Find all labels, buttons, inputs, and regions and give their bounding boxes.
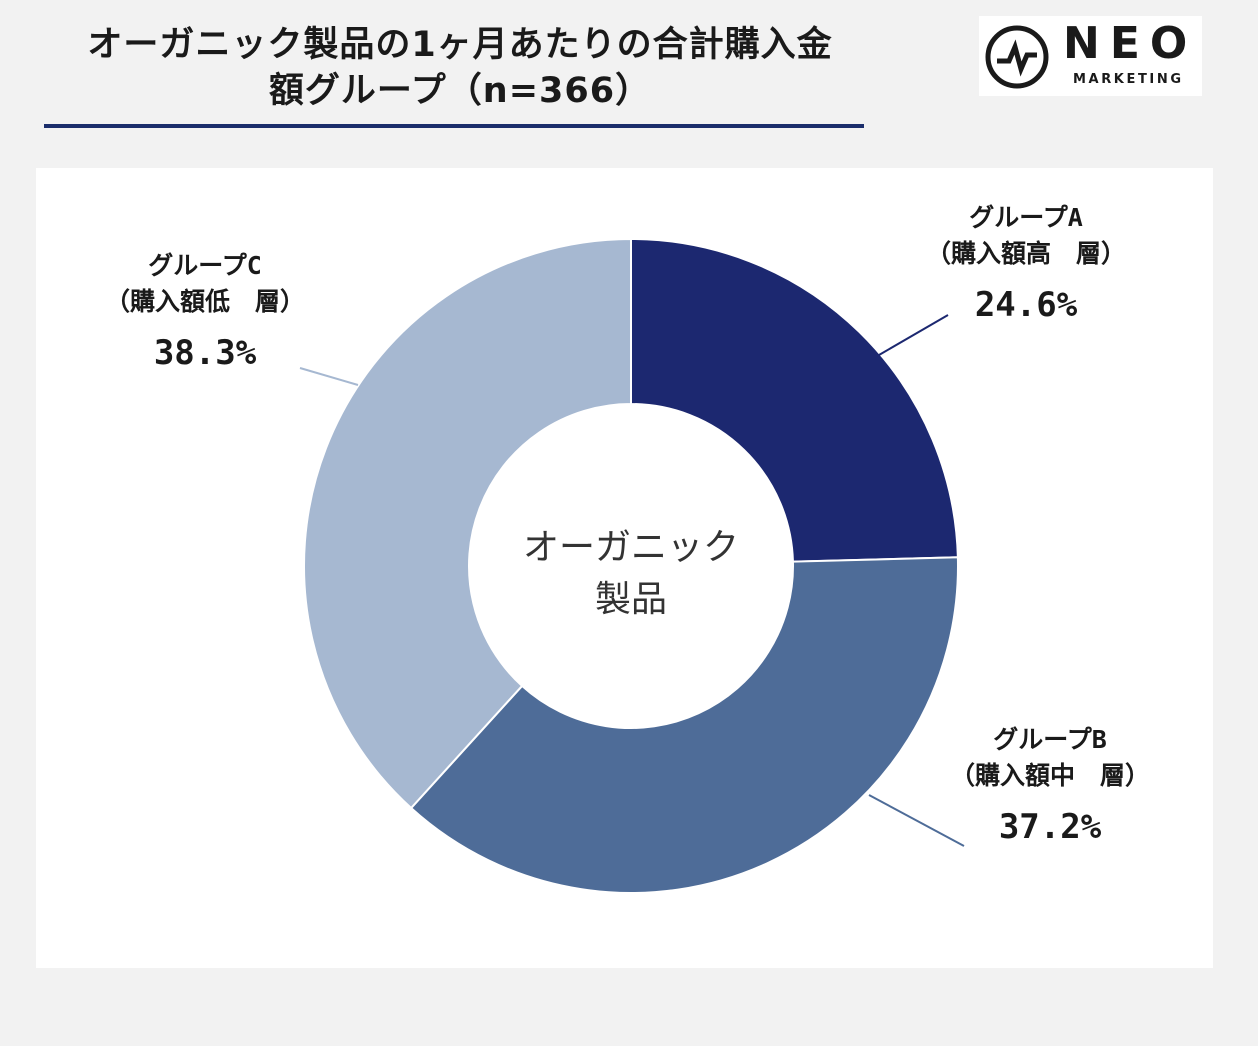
title-underline <box>44 124 864 128</box>
group-b-percent: 37.2% <box>998 807 1102 847</box>
leader-line-c <box>299 367 359 386</box>
center-label-line2: 製品 <box>594 579 667 620</box>
group-b-name: グループB <box>993 725 1107 754</box>
chart-title: オーガニック製品の1ヶ月あたりの合計購入金 額グループ（n=366） <box>40 22 880 114</box>
donut-chart <box>299 237 965 894</box>
group-a-percent: 24.6% <box>974 285 1078 325</box>
logo-name: NEO <box>1063 18 1198 69</box>
group-b-sub: （購入額中 層） <box>949 761 1150 790</box>
group-a-name: グループA <box>969 203 1083 232</box>
leader-line-a <box>878 314 949 356</box>
data-label-group-b: グループB （購入額中 層） 37.2% <box>910 722 1190 850</box>
logo-subtitle: MARKETING <box>1073 72 1184 87</box>
group-c-sub: （購入額低 層） <box>104 287 305 316</box>
center-label-line1: オーガニック <box>522 527 739 568</box>
leader-line-b <box>868 794 965 847</box>
chart-panel: オーガニック 製品 グループA （購入額高 層） 24.6% グループB （購入… <box>36 168 1213 968</box>
data-label-group-a: グループA （購入額高 層） 24.6% <box>886 200 1166 328</box>
donut-slice-b <box>409 556 959 894</box>
chart-title-line2: 額グループ（n=366） <box>268 71 652 111</box>
donut-center-label: オーガニック 製品 <box>506 522 756 626</box>
data-label-group-c: グループC （購入額低 層） 38.3% <box>60 248 350 376</box>
donut-slice-a <box>630 237 959 563</box>
group-c-name: グループC <box>148 251 262 280</box>
group-a-sub: （購入額高 層） <box>925 239 1126 268</box>
chart-title-line1: オーガニック製品の1ヶ月あたりの合計購入金 <box>87 25 833 65</box>
donut-slices <box>303 237 959 894</box>
donut-slice-c <box>303 237 632 810</box>
leader-lines <box>299 314 965 847</box>
neo-marketing-logo: NEO MARKETING <box>979 16 1202 96</box>
logo-circle-icon <box>985 25 1049 89</box>
group-c-percent: 38.3% <box>153 333 257 373</box>
